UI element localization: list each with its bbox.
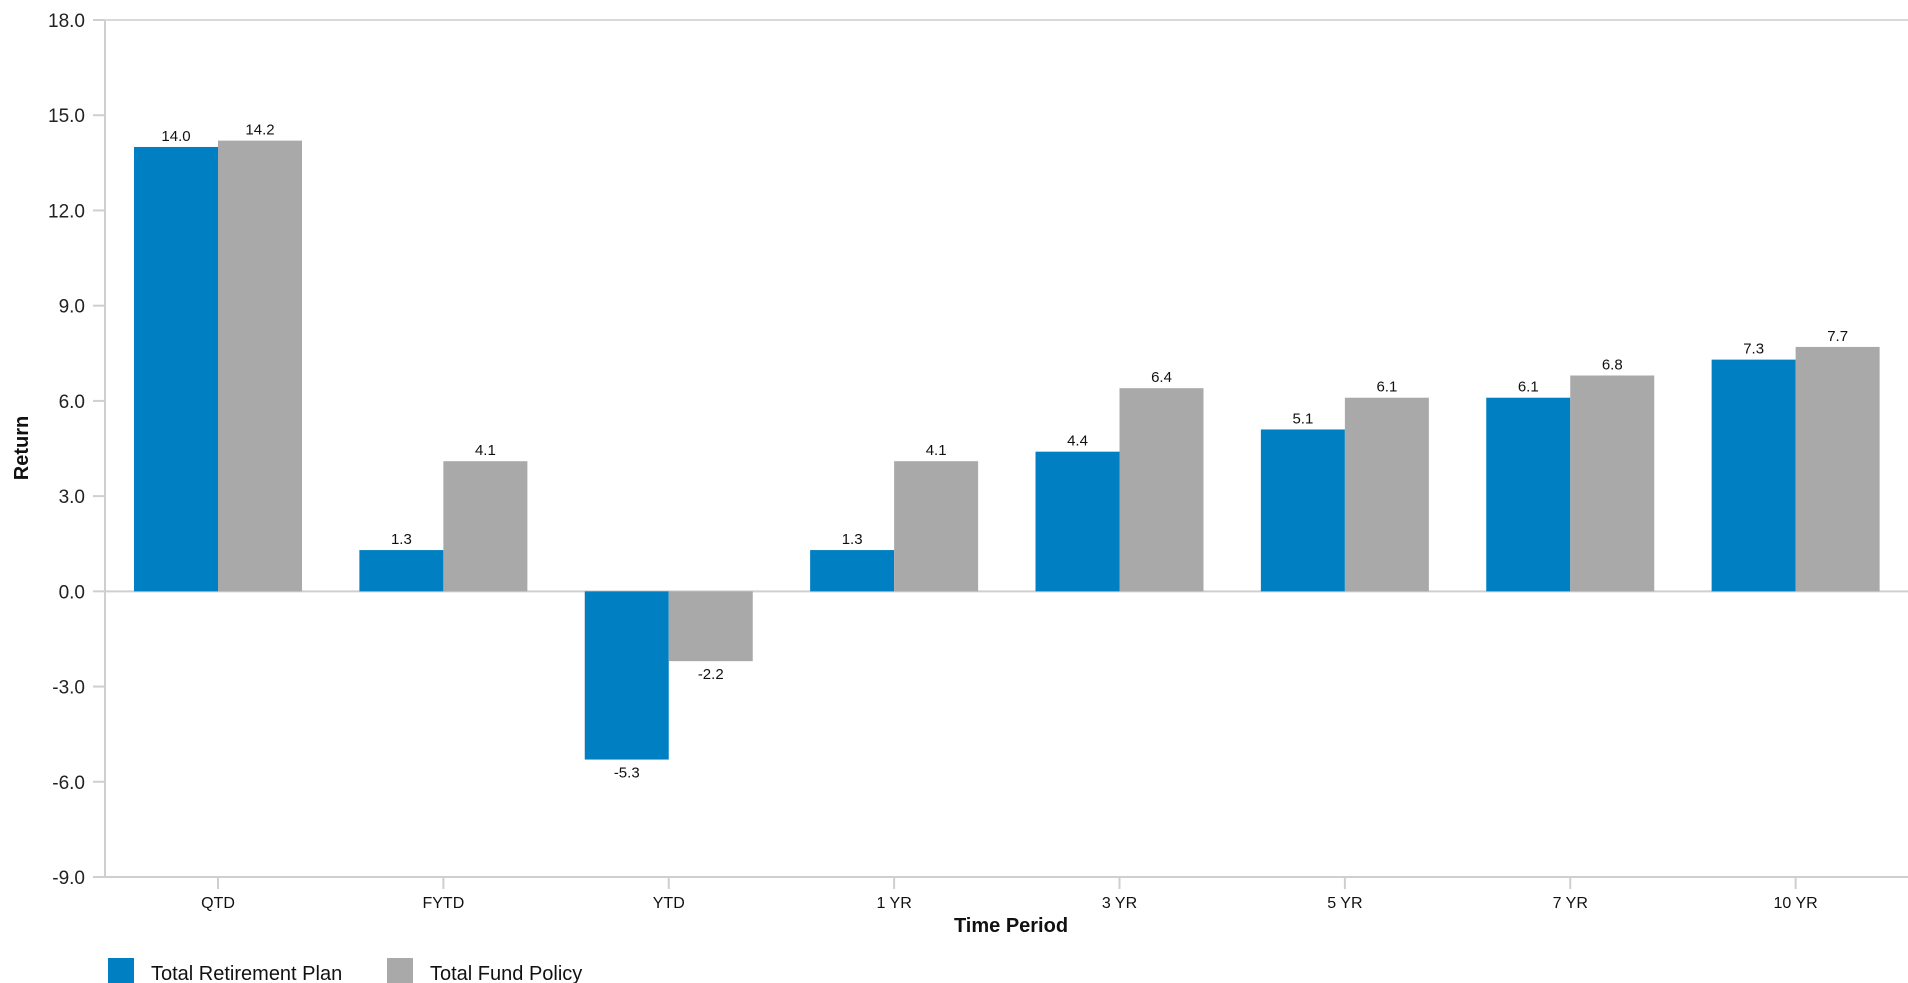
- data-label: 4.1: [926, 442, 947, 459]
- y-tick-label: -3.0: [52, 678, 85, 699]
- bar-total-fund-policy: [218, 140, 302, 592]
- data-label: 6.1: [1376, 379, 1397, 396]
- data-label: 14.2: [245, 122, 274, 139]
- axes: -9.0 -6.0 -3.0 0.0 3.0 6.0 9.0 12.0 15.0 18.0 QTD F…: [48, 11, 1908, 912]
- x-axis-title: Time Period: [954, 915, 1068, 937]
- bar-total-retirement-plan: [1486, 397, 1571, 592]
- x-tick-label: 10 YR: [1774, 895, 1818, 912]
- data-label: 1.3: [842, 531, 863, 548]
- bar-total-retirement-plan: [359, 550, 444, 592]
- x-tick-label: 5 YR: [1327, 895, 1362, 912]
- y-axis-title: Return: [11, 416, 33, 480]
- y-tick-label: 15.0: [48, 106, 85, 127]
- data-label: 7.7: [1827, 328, 1848, 345]
- bar-total-fund-policy: [894, 461, 979, 592]
- y-tick-label: 3.0: [59, 487, 85, 508]
- legend-swatch: [387, 958, 413, 983]
- data-label: 5.1: [1292, 410, 1313, 427]
- x-tick-label: 3 YR: [1102, 895, 1137, 912]
- data-label: 4.1: [475, 442, 496, 459]
- y-tick-label: 12.0: [48, 201, 85, 222]
- data-label: 6.8: [1602, 356, 1623, 373]
- legend-label: Total Fund Policy: [430, 963, 582, 983]
- data-label: 7.3: [1743, 341, 1764, 358]
- bar-total-retirement-plan: [584, 591, 669, 760]
- data-label: 14.0: [161, 128, 190, 145]
- bar-total-retirement-plan: [810, 550, 895, 592]
- bar-total-retirement-plan: [1711, 359, 1796, 592]
- y-tick-label: 0.0: [59, 582, 85, 603]
- data-label: 1.3: [391, 531, 412, 548]
- data-labels: 14.0 14.2 1.3 4.1 -5.3 -2.2 1.3 4.1 4.4 6.4 5.1 6.1…: [161, 122, 1848, 782]
- y-tick-label: -6.0: [52, 773, 85, 794]
- x-tick-label: 7 YR: [1553, 895, 1588, 912]
- bar-total-fund-policy: [1570, 375, 1655, 592]
- bar-total-fund-policy: [668, 591, 753, 662]
- data-label: 6.4: [1151, 369, 1172, 386]
- bars: [134, 140, 1880, 760]
- y-tick-label: 18.0: [48, 11, 85, 32]
- legend-swatch: [108, 958, 134, 983]
- legend: Total Retirement Plan Total Fund Policy: [108, 958, 582, 983]
- y-tick-label: -9.0: [52, 868, 85, 889]
- data-label: -5.3: [614, 765, 640, 782]
- x-tick-label: FYTD: [422, 895, 464, 912]
- bar-total-fund-policy: [1795, 346, 1880, 592]
- data-label: 4.4: [1067, 433, 1088, 450]
- x-tick-label: YTD: [653, 895, 685, 912]
- bar-total-fund-policy: [1119, 388, 1204, 592]
- bar-total-retirement-plan: [1260, 429, 1345, 592]
- legend-label: Total Retirement Plan: [151, 963, 342, 983]
- y-tick-label: 6.0: [59, 392, 85, 413]
- data-label: -2.2: [698, 666, 724, 683]
- bar-total-fund-policy: [1344, 397, 1429, 592]
- bar-total-retirement-plan: [134, 146, 218, 592]
- y-tick-label: 9.0: [59, 297, 85, 318]
- bar-total-fund-policy: [443, 461, 528, 592]
- x-tick-label: 1 YR: [876, 895, 911, 912]
- x-tick-label: QTD: [201, 895, 235, 912]
- bar-total-retirement-plan: [1035, 451, 1120, 592]
- data-label: 6.1: [1518, 379, 1539, 396]
